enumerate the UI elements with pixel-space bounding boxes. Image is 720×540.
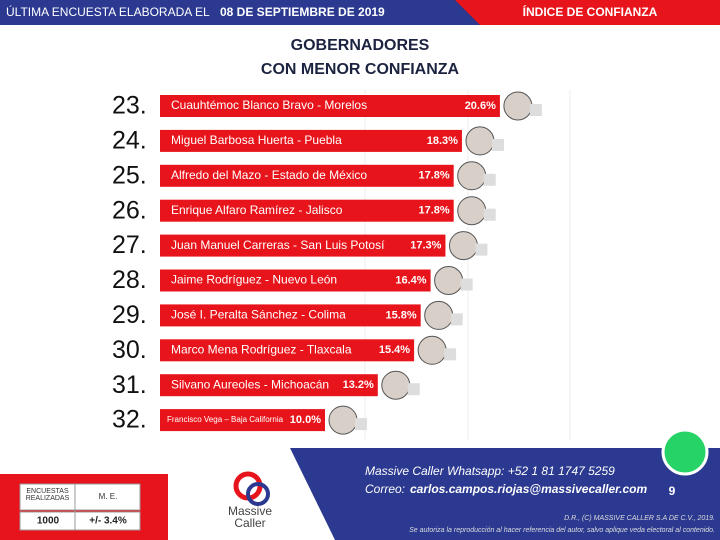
portrait — [381, 370, 411, 400]
portrait — [434, 266, 464, 295]
value-label: 13.2% — [343, 379, 374, 391]
party-logo — [483, 208, 496, 221]
rank: 31. — [112, 371, 147, 399]
portrait — [417, 335, 447, 365]
page-number: 9 — [669, 484, 676, 498]
category-label: Jaime Rodríguez - Nuevo León — [171, 273, 337, 287]
portrait — [465, 126, 495, 156]
value-label: 17.8% — [418, 170, 449, 182]
bars: 23. Cuauhtémoc Blanco Bravo - Morelos 20.6… — [112, 91, 542, 435]
party-logo — [355, 418, 367, 431]
category-label: José I. Peralta Sánchez - Colima — [171, 308, 346, 322]
table-cell: ENCUESTAS REALIZADAS — [25, 488, 70, 502]
bar — [160, 409, 325, 432]
chart-title: GOBERNADORES — [291, 37, 430, 54]
logo-text: Caller — [234, 516, 265, 530]
whatsapp: Massive Caller Whatsapp: +52 1 81 1747 5… — [365, 464, 615, 478]
value-label: 16.4% — [395, 274, 426, 286]
bar — [160, 374, 378, 397]
value-label: 18.3% — [427, 135, 458, 147]
logo-text: Massive — [228, 504, 272, 518]
rank: 27. — [112, 231, 147, 259]
rank: 32. — [112, 406, 147, 434]
bar — [160, 199, 454, 222]
portrait — [457, 161, 487, 191]
table-cell: 1000 — [37, 516, 60, 527]
value-label: 17.8% — [418, 205, 449, 217]
party-logo — [460, 278, 473, 291]
value-label: 10.0% — [290, 414, 321, 426]
portrait — [457, 196, 487, 226]
value-label: 15.8% — [385, 309, 416, 321]
party-logo — [450, 313, 463, 326]
chart-title: CON MENOR CONFIANZA — [261, 61, 460, 78]
notice: Se autoriza la reproducción al hacer ref… — [409, 527, 715, 534]
category-label: Enrique Alfaro Ramírez - Jalisco — [171, 203, 343, 217]
rank: 29. — [112, 301, 147, 329]
bar — [160, 339, 415, 362]
party-logo — [407, 383, 420, 396]
table-row — [19, 511, 141, 531]
party-logo — [483, 173, 496, 186]
bar — [160, 304, 421, 327]
category-label: Silvano Aureoles - Michoacán — [171, 377, 329, 391]
value-label: 17.3% — [410, 240, 441, 252]
category-label: Alfredo del Mazo - Estado de México — [171, 168, 367, 182]
party-logo — [444, 348, 457, 361]
category-label: Miguel Barbosa Huerta - Puebla — [171, 133, 342, 147]
bar — [160, 234, 446, 257]
header-date: 08 DE SEPTIEMBRE DE 2019 — [220, 5, 385, 19]
bar — [160, 129, 462, 152]
bar — [160, 164, 454, 187]
bar — [160, 269, 431, 292]
header-right: ÍNDICE DE CONFIANZA — [523, 4, 658, 19]
category-label: Cuauhtémoc Blanco Bravo - Morelos — [171, 98, 367, 112]
category-label: Juan Manuel Carreras - San Luis Potosí — [171, 238, 385, 252]
whatsapp-icon — [661, 428, 709, 476]
table-header — [19, 483, 141, 511]
value-label: 15.4% — [379, 344, 410, 356]
category-label: Marco Mena Rodríguez - Tlaxcala — [171, 342, 352, 356]
header-tab — [455, 0, 720, 25]
party-logo — [491, 138, 504, 151]
category-label: Francisco Vega – Baja California — [167, 415, 284, 424]
table-header-cell: M. E. — [99, 492, 118, 501]
rank: 30. — [112, 336, 147, 364]
rank: 26. — [112, 196, 147, 224]
portrait — [424, 300, 454, 330]
table-cell: +/- 3.4% — [89, 516, 127, 527]
portrait — [328, 405, 358, 435]
rank: 24. — [112, 127, 147, 155]
email-label: Correo: — [365, 482, 405, 496]
rank: 28. — [112, 266, 147, 294]
rank: 25. — [112, 161, 147, 189]
footer-band — [290, 448, 720, 540]
portrait — [503, 91, 533, 121]
rank: 23. — [112, 92, 147, 120]
party-logo — [529, 104, 542, 116]
copyright: D.R., (C) MASSIVE CALLER S.A DE C.V., 20… — [564, 515, 715, 522]
value-label: 20.6% — [465, 100, 496, 112]
table-header-cell: ENCUESTAS REALIZADAS — [25, 488, 70, 502]
portrait — [448, 231, 478, 261]
logo-icon — [246, 482, 270, 506]
bar — [160, 95, 500, 117]
email: carlos.campos.riojas@massivecaller.com — [410, 482, 648, 496]
header-text: ÚLTIMA ENCUESTA ELABORADA EL — [6, 4, 210, 19]
party-logo — [475, 243, 488, 256]
